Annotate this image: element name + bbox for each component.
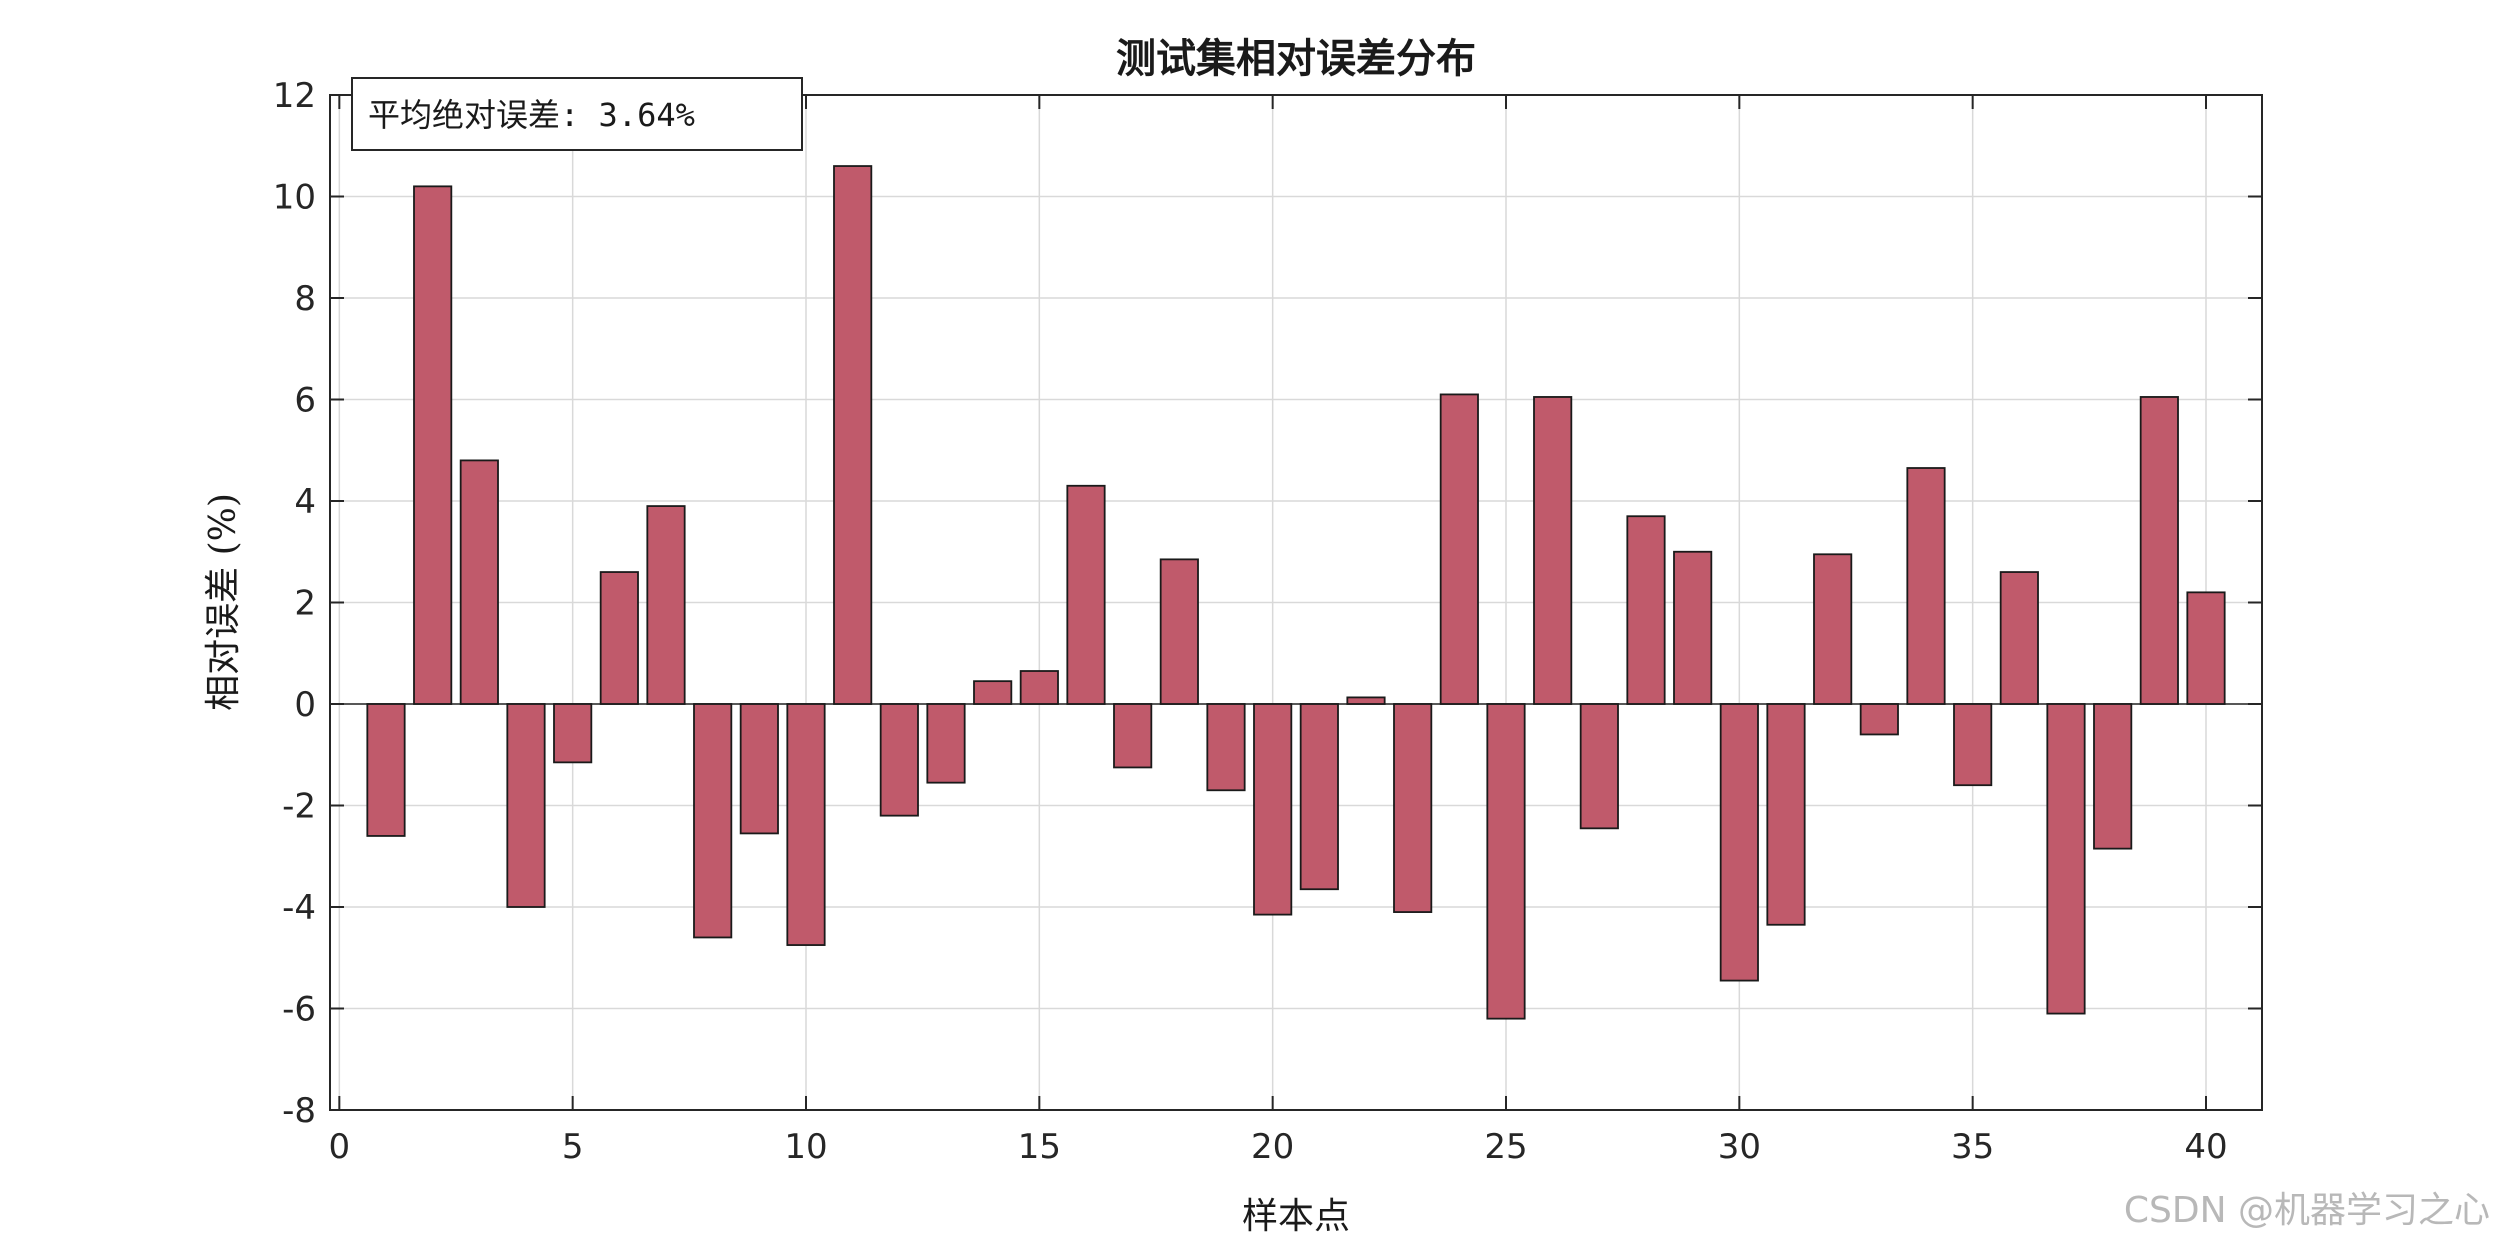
bar bbox=[1719, 703, 1759, 982]
bar bbox=[786, 703, 826, 946]
y-tick-label: 0 bbox=[294, 685, 316, 725]
bar bbox=[1626, 515, 1666, 705]
bar bbox=[1673, 550, 1713, 705]
bar bbox=[1766, 703, 1806, 926]
y-tick-label: -6 bbox=[282, 990, 316, 1030]
bar bbox=[599, 571, 639, 705]
annotation-box: 平均绝对误差: 3.64% bbox=[351, 77, 803, 151]
bar bbox=[1439, 393, 1479, 705]
x-tick-label: 5 bbox=[562, 1127, 584, 1167]
bar bbox=[1906, 467, 1946, 705]
annotation-frame bbox=[351, 77, 803, 151]
bar bbox=[926, 703, 966, 784]
bar bbox=[1486, 703, 1526, 1020]
bar bbox=[973, 680, 1013, 705]
y-axis-label: 相对误差 (%) bbox=[203, 493, 244, 711]
y-tick-label: -4 bbox=[282, 888, 316, 928]
x-tick-label: 40 bbox=[2184, 1127, 2227, 1167]
bar bbox=[506, 703, 546, 908]
y-tick-label: -2 bbox=[282, 787, 316, 827]
x-tick-label: 35 bbox=[1951, 1127, 1994, 1167]
y-ticks: -8 -6 -4 -2 0 2 4 6 8 10 12 bbox=[273, 76, 2262, 1131]
bar bbox=[1253, 703, 1293, 916]
bar bbox=[2186, 591, 2226, 705]
bar bbox=[413, 185, 453, 705]
chart-title: 测试集相对误差分布 bbox=[1116, 35, 1476, 82]
bar bbox=[1393, 703, 1433, 913]
bar bbox=[1299, 703, 1339, 891]
x-tick-label: 10 bbox=[784, 1127, 827, 1167]
bar bbox=[2046, 703, 2086, 1015]
y-tick-label: 10 bbox=[273, 178, 316, 218]
bar bbox=[366, 703, 406, 837]
bar bbox=[1859, 703, 1899, 736]
bar bbox=[553, 703, 593, 764]
x-tick-label: 20 bbox=[1251, 1127, 1294, 1167]
bar bbox=[693, 703, 733, 939]
y-tick-label: 2 bbox=[294, 584, 316, 624]
x-tick-label: 15 bbox=[1018, 1127, 1061, 1167]
x-tick-label: 30 bbox=[1718, 1127, 1761, 1167]
bar bbox=[2139, 396, 2179, 705]
y-tick-label: 12 bbox=[273, 76, 316, 116]
x-axis-label: 样本点 bbox=[1242, 1196, 1350, 1237]
bar bbox=[1113, 703, 1153, 769]
bar bbox=[1533, 396, 1573, 705]
bar bbox=[1999, 571, 2039, 705]
bar bbox=[1206, 703, 1246, 792]
y-tick-label: 8 bbox=[294, 279, 316, 319]
bar bbox=[1159, 558, 1199, 705]
x-ticks: 0 5 10 15 20 25 30 35 40 bbox=[329, 95, 2228, 1167]
bar bbox=[1019, 670, 1059, 705]
bar bbox=[879, 703, 919, 817]
x-tick-label: 0 bbox=[329, 1127, 351, 1167]
y-tick-label: -8 bbox=[282, 1091, 316, 1131]
bar bbox=[1953, 703, 1993, 787]
bar bbox=[459, 459, 499, 705]
bar bbox=[1346, 696, 1386, 705]
bar bbox=[833, 165, 873, 705]
x-tick-label: 25 bbox=[1484, 1127, 1527, 1167]
watermark: CSDN @机器学习之心 bbox=[2124, 1190, 2490, 1231]
y-tick-label: 6 bbox=[294, 381, 316, 421]
bar bbox=[1579, 703, 1619, 830]
bar bbox=[646, 505, 686, 705]
bars bbox=[366, 165, 2226, 1020]
bar bbox=[1066, 484, 1106, 705]
annotation-text: 平均绝对误差: 3.64% bbox=[368, 96, 695, 134]
bar bbox=[1813, 553, 1853, 705]
bar bbox=[739, 703, 779, 835]
bar bbox=[2093, 703, 2133, 850]
y-tick-label: 4 bbox=[294, 482, 316, 522]
